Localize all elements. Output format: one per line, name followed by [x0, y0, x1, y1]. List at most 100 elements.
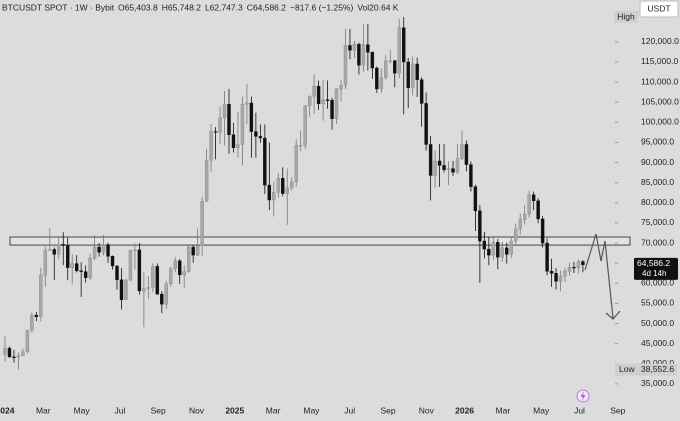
arrow-head: [605, 310, 621, 320]
candle-body: [218, 117, 222, 133]
candle-body: [173, 260, 177, 270]
x-tick-label: 2025: [225, 405, 244, 415]
ohlc-label: O65,403.8: [118, 2, 158, 12]
low-label: Low: [619, 364, 635, 374]
candle-body: [357, 44, 361, 66]
y-tick-label: 35,000.0: [641, 378, 674, 388]
candle-body: [39, 275, 43, 317]
candle-body: [195, 245, 200, 256]
candle-body: [133, 249, 137, 251]
candle-body: [415, 63, 419, 80]
header: BTCUSDT SPOT · 1W · Bybit O65,403.8 H65,7…: [2, 2, 399, 12]
candle-body: [433, 160, 437, 176]
candle-body: [231, 134, 236, 148]
candle-body: [549, 271, 554, 274]
candle-body: [48, 249, 52, 251]
y-tick-label: 75,000.0: [641, 217, 674, 227]
candle-body: [482, 240, 487, 250]
candle-body: [272, 192, 276, 201]
candle-body: [285, 187, 289, 194]
candle-body: [446, 168, 451, 171]
candle-body: [146, 287, 151, 289]
candle-body: [567, 267, 572, 272]
x-tick-label: May: [74, 405, 91, 415]
candle-body: [276, 178, 280, 193]
candle-body: [227, 104, 231, 136]
candle-body: [61, 244, 65, 246]
candle-body: [57, 244, 61, 255]
candle-body: [155, 266, 160, 295]
y-tick-label: 110,000.0: [641, 76, 678, 86]
candle-body: [496, 242, 500, 258]
high-label: High: [617, 11, 635, 21]
candle-body: [43, 249, 48, 276]
candle-body: [222, 104, 227, 119]
candle-body: [124, 279, 128, 300]
plot-area: [3, 16, 631, 370]
candle-body: [119, 279, 124, 300]
candle-body: [240, 104, 245, 145]
x-tick-label: Sep: [151, 405, 166, 415]
x-tick-label: Nov: [189, 405, 205, 415]
y-tick-label: 55,000.0: [641, 298, 674, 308]
candle-body: [128, 250, 133, 281]
candle-body: [21, 351, 25, 356]
candle-body: [290, 181, 294, 189]
y-tick-label: 85,000.0: [641, 177, 674, 187]
ohlc-label: H65,748.2: [162, 2, 201, 12]
candle-body: [115, 265, 119, 280]
currency-label: USDT: [647, 3, 670, 13]
candle-body: [330, 100, 334, 119]
x-tick-label: May: [533, 405, 550, 415]
candle-body: [464, 144, 469, 165]
candle-body: [540, 218, 545, 244]
candle-body: [509, 240, 513, 255]
candle-body: [142, 288, 146, 292]
candle-body: [581, 261, 585, 266]
candle-body: [316, 85, 321, 105]
candle-body: [16, 355, 21, 358]
candle-body: [245, 102, 249, 105]
symbol-title: BTCUSDT SPOT · 1W · Bybit: [2, 2, 115, 12]
x-tick-label: 2024: [0, 405, 15, 415]
candle-body: [455, 158, 460, 173]
y-tick-label: 70,000.0: [641, 237, 674, 247]
price-tag-bg: [634, 257, 678, 280]
candle-body: [92, 246, 97, 259]
event-icon-bolt: [580, 391, 586, 401]
candle-body: [88, 258, 92, 278]
y-tick-label: 105,000.0: [641, 96, 679, 106]
x-tick-label: May: [303, 405, 320, 415]
x-tick-label: 2026: [455, 405, 474, 415]
x-tick-label: Mar: [496, 405, 511, 415]
candle-body: [321, 99, 325, 105]
candle-body: [522, 213, 527, 220]
candle-body: [3, 347, 7, 355]
currency-button[interactable]: [639, 0, 679, 18]
y-tick-label: 120,000.0: [641, 36, 679, 46]
candle-body: [478, 210, 482, 242]
candle-body: [558, 275, 563, 282]
candle-body: [191, 246, 195, 256]
candle-body: [258, 136, 263, 139]
candle-body: [460, 144, 464, 159]
candle-body: [294, 145, 298, 183]
candle-body: [500, 247, 504, 258]
candle-body: [442, 165, 446, 171]
candle-body: [469, 164, 473, 187]
candle-body: [406, 61, 410, 88]
y-tick-label: 60,000.0: [641, 278, 674, 288]
candle-body: [66, 245, 70, 268]
x-tick-label: Sep: [380, 405, 395, 415]
candle-body: [366, 44, 370, 53]
high-tag: [614, 11, 638, 23]
candle-body: [303, 105, 307, 146]
candle-body: [137, 249, 142, 292]
candle-body: [70, 263, 74, 268]
zone-box: [9, 236, 631, 246]
x-tick-label: Mar: [266, 405, 281, 415]
candle-body: [572, 267, 576, 269]
candle-body: [249, 102, 254, 132]
